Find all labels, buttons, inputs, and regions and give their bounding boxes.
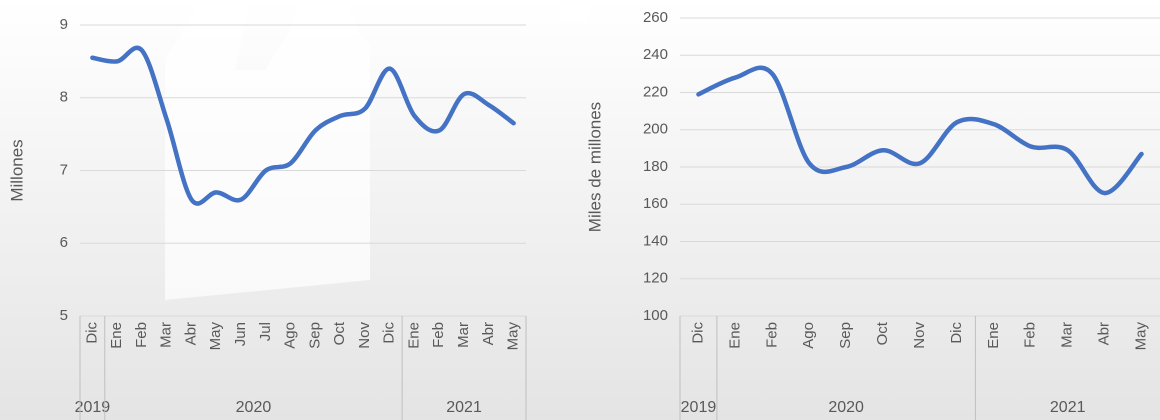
x-tick-label: Dic	[381, 322, 398, 344]
y-tick-label: 6	[60, 234, 68, 251]
y-tick-label: 140	[643, 232, 668, 249]
x-tick-label: Feb	[133, 322, 150, 348]
y-axis-label: Miles de millones	[585, 102, 604, 232]
line	[90, 45, 516, 206]
y-tick-label: 160	[643, 195, 668, 212]
x-tick-label: Ene	[985, 322, 1002, 349]
line	[696, 65, 1144, 196]
y-tick-label: 200	[643, 121, 668, 138]
x-tick-label: Abr	[182, 322, 199, 345]
y-tick-label: 240	[643, 46, 668, 63]
x-tick-label: May	[1133, 322, 1150, 351]
y-tick-label: 260	[643, 9, 668, 26]
group-label: 2020	[236, 399, 272, 416]
x-tick-label: May	[207, 322, 224, 351]
x-tick-label: Abr	[480, 322, 497, 345]
y-tick-label: 220	[643, 83, 668, 100]
y-tick-label: 100	[643, 307, 668, 324]
x-tick-label: Mar	[1059, 322, 1076, 348]
x-tick-label: Ene	[108, 322, 125, 349]
x-tick-label: Dic	[83, 322, 100, 344]
y-axis-label: Millones	[7, 139, 26, 201]
x-tick-label: Feb	[430, 322, 447, 348]
group-label: 2021	[446, 399, 482, 416]
x-tick-label: Ago	[800, 322, 817, 349]
x-tick-label: Sep	[837, 322, 854, 349]
group-label: 2021	[1050, 399, 1086, 416]
y-tick-label: 7	[60, 161, 68, 178]
x-tick-label: May	[505, 322, 522, 351]
x-tick-label: Nov	[356, 322, 373, 349]
group-label: 2019	[75, 399, 111, 416]
x-tick-label: Ago	[282, 322, 299, 349]
x-tick-label: Dic	[689, 322, 706, 344]
background-shape	[165, 0, 370, 300]
x-tick-label: Mar	[158, 322, 175, 348]
x-tick-label: Ene	[405, 322, 422, 349]
x-tick-label: Abr	[1096, 322, 1113, 345]
y-tick-label: 120	[643, 270, 668, 287]
y-tick-label: 180	[643, 158, 668, 175]
background-shape	[560, 0, 590, 22]
x-tick-label: Dic	[948, 322, 965, 344]
group-label: 2019	[681, 399, 717, 416]
group-label: 2020	[828, 399, 864, 416]
x-tick-label: Oct	[331, 321, 348, 345]
x-tick-label: Ene	[726, 322, 743, 349]
x-tick-label: Mar	[455, 322, 472, 348]
x-tick-label: Feb	[1022, 322, 1039, 348]
y-tick-label: 5	[60, 307, 68, 324]
y-tick-label: 8	[60, 89, 68, 106]
y-tick-label: 9	[60, 16, 68, 33]
x-tick-label: Jul	[257, 322, 274, 341]
x-tick-label: Feb	[763, 322, 780, 348]
x-tick-label: Sep	[306, 322, 323, 349]
x-tick-label: Oct	[874, 321, 891, 345]
x-tick-label: Nov	[911, 322, 928, 349]
x-tick-label: Jun	[232, 322, 249, 346]
